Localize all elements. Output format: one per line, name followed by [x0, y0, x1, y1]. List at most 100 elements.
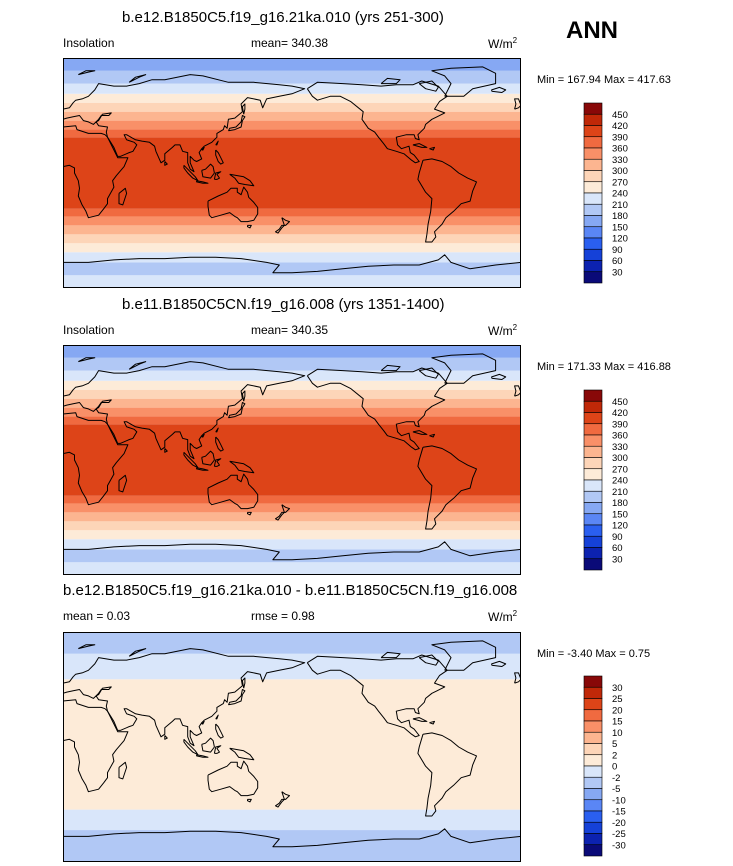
coastline-16 [514, 98, 521, 110]
coastline-29 [63, 254, 521, 274]
map-2-band-9 [63, 424, 521, 496]
colorbar-2-label: 150 [612, 509, 628, 520]
coastline-20 [164, 161, 168, 166]
coastline-11 [213, 458, 222, 467]
coastline-11 [213, 745, 222, 754]
map-2-band-7 [63, 503, 521, 513]
colorbar-2-label: 330 [612, 442, 628, 453]
panel-3-rmse: rmse = 0.98 [251, 609, 315, 623]
season-label: ANN [566, 17, 618, 44]
colorbar-1-box-13 [583, 136, 603, 149]
coastline-6 [207, 186, 259, 223]
colorbar-2-label: 120 [612, 521, 628, 532]
colorbar-1-label: 420 [612, 121, 628, 132]
map-3-band-5 [63, 632, 521, 654]
map-1-band-4 [63, 243, 521, 253]
colorbar-3-box-16 [583, 675, 603, 688]
colorbar-3-label: -25 [612, 829, 626, 840]
colorbar-3-label: -2 [612, 773, 620, 784]
coastline-5 [63, 699, 129, 793]
colorbar-2-box-3 [583, 535, 603, 548]
panel-2-units: W/m2 [488, 323, 518, 338]
coastline-27 [128, 361, 147, 370]
map-2-band-6 [63, 512, 521, 522]
map-2-band-16 [63, 357, 521, 371]
coastline-7 [229, 747, 255, 761]
map-2-band-2 [63, 549, 521, 563]
colorbar-2-box-16 [583, 389, 603, 402]
colorbar-2-box-1 [583, 558, 603, 571]
colorbar-2-label: 300 [612, 453, 628, 464]
colorbar-2-box-12 [583, 434, 603, 447]
coastline-29 [63, 541, 521, 561]
coastline-17 [491, 86, 507, 93]
colorbar-3-box-15 [583, 686, 603, 699]
coastline-13 [227, 402, 246, 419]
panel-3-units: W/m2 [488, 609, 518, 624]
coastline-10 [196, 180, 209, 184]
coastline-11 [213, 171, 222, 180]
colorbar-1-label: 360 [612, 144, 628, 155]
coastline-7 [229, 460, 255, 474]
map-2-band-5 [63, 521, 521, 531]
colorbar-3-label: 30 [612, 683, 623, 694]
map-2-band-14 [63, 380, 521, 390]
colorbar-2-box-7 [583, 490, 603, 503]
map-2-coastlines [63, 353, 521, 561]
map-panel-2 [63, 345, 521, 575]
coastline-15 [118, 761, 128, 780]
panel-1-units: W/m2 [488, 36, 518, 51]
colorbar-3-label: -5 [612, 784, 620, 795]
coastline-1 [306, 367, 448, 451]
colorbar-1-label: 390 [612, 132, 628, 143]
coastline-12 [215, 723, 224, 739]
map-panel-3 [63, 632, 521, 862]
coastline-19 [429, 146, 435, 151]
map-1-band-2 [63, 262, 521, 276]
coastline-3 [431, 640, 497, 671]
map-1-band-16 [63, 70, 521, 84]
coastline-3 [431, 353, 497, 384]
colorbar-2-box-10 [583, 457, 603, 470]
panel-3-minmax: Min = -3.40 Max = 0.75 [537, 648, 651, 660]
coastline-22 [201, 720, 205, 725]
colorbar-3-box-5 [583, 799, 603, 812]
colorbar-3-box-11 [583, 731, 603, 744]
colorbar-3-label: 15 [612, 717, 623, 728]
coastline-3 [431, 66, 497, 97]
panel-1-left-label: Insolation [63, 36, 115, 50]
coastline-14 [275, 791, 290, 808]
map-1-band-11 [63, 120, 521, 130]
colorbar-1-box-4 [583, 237, 603, 250]
colorbar-1-box-11 [583, 158, 603, 171]
colorbar-3-label: 20 [612, 705, 623, 716]
coastline-7 [229, 173, 255, 187]
colorbar-2-box-14 [583, 412, 603, 425]
coastline-9 [183, 738, 199, 756]
colorbar-1-box-6 [583, 215, 603, 228]
map-2-band-13 [63, 389, 521, 399]
map-3-band-1 [63, 830, 521, 862]
coastline-20 [164, 448, 168, 453]
coastline-1 [306, 654, 448, 738]
colorbar-1-label: 270 [612, 177, 628, 188]
colorbar-1-box-15 [583, 113, 603, 126]
colorbar-1-label: 330 [612, 155, 628, 166]
colorbar-3-box-4 [583, 810, 603, 823]
map-2-band-11 [63, 407, 521, 417]
map-1-band-12 [63, 111, 521, 121]
colorbar-1-label: 240 [612, 189, 628, 200]
colorbar-3-label: -20 [612, 818, 626, 829]
colorbar-panel-1: 4504203903603303002702402101801501209060… [583, 102, 628, 284]
coastline-27 [128, 74, 147, 83]
coastline-2 [417, 732, 477, 817]
coastline-22 [201, 146, 205, 151]
coastline-15 [118, 187, 128, 206]
colorbar-3-box-13 [583, 709, 603, 722]
panel-2-title: b.e11.B1850C5CN.f19_g16.008 (yrs 1351-14… [122, 296, 445, 313]
map-3-band-4 [63, 653, 521, 680]
map-3-frame [63, 632, 521, 862]
coastline-29 [63, 828, 521, 848]
coastline-26 [380, 651, 401, 659]
coastline-28 [78, 70, 96, 76]
